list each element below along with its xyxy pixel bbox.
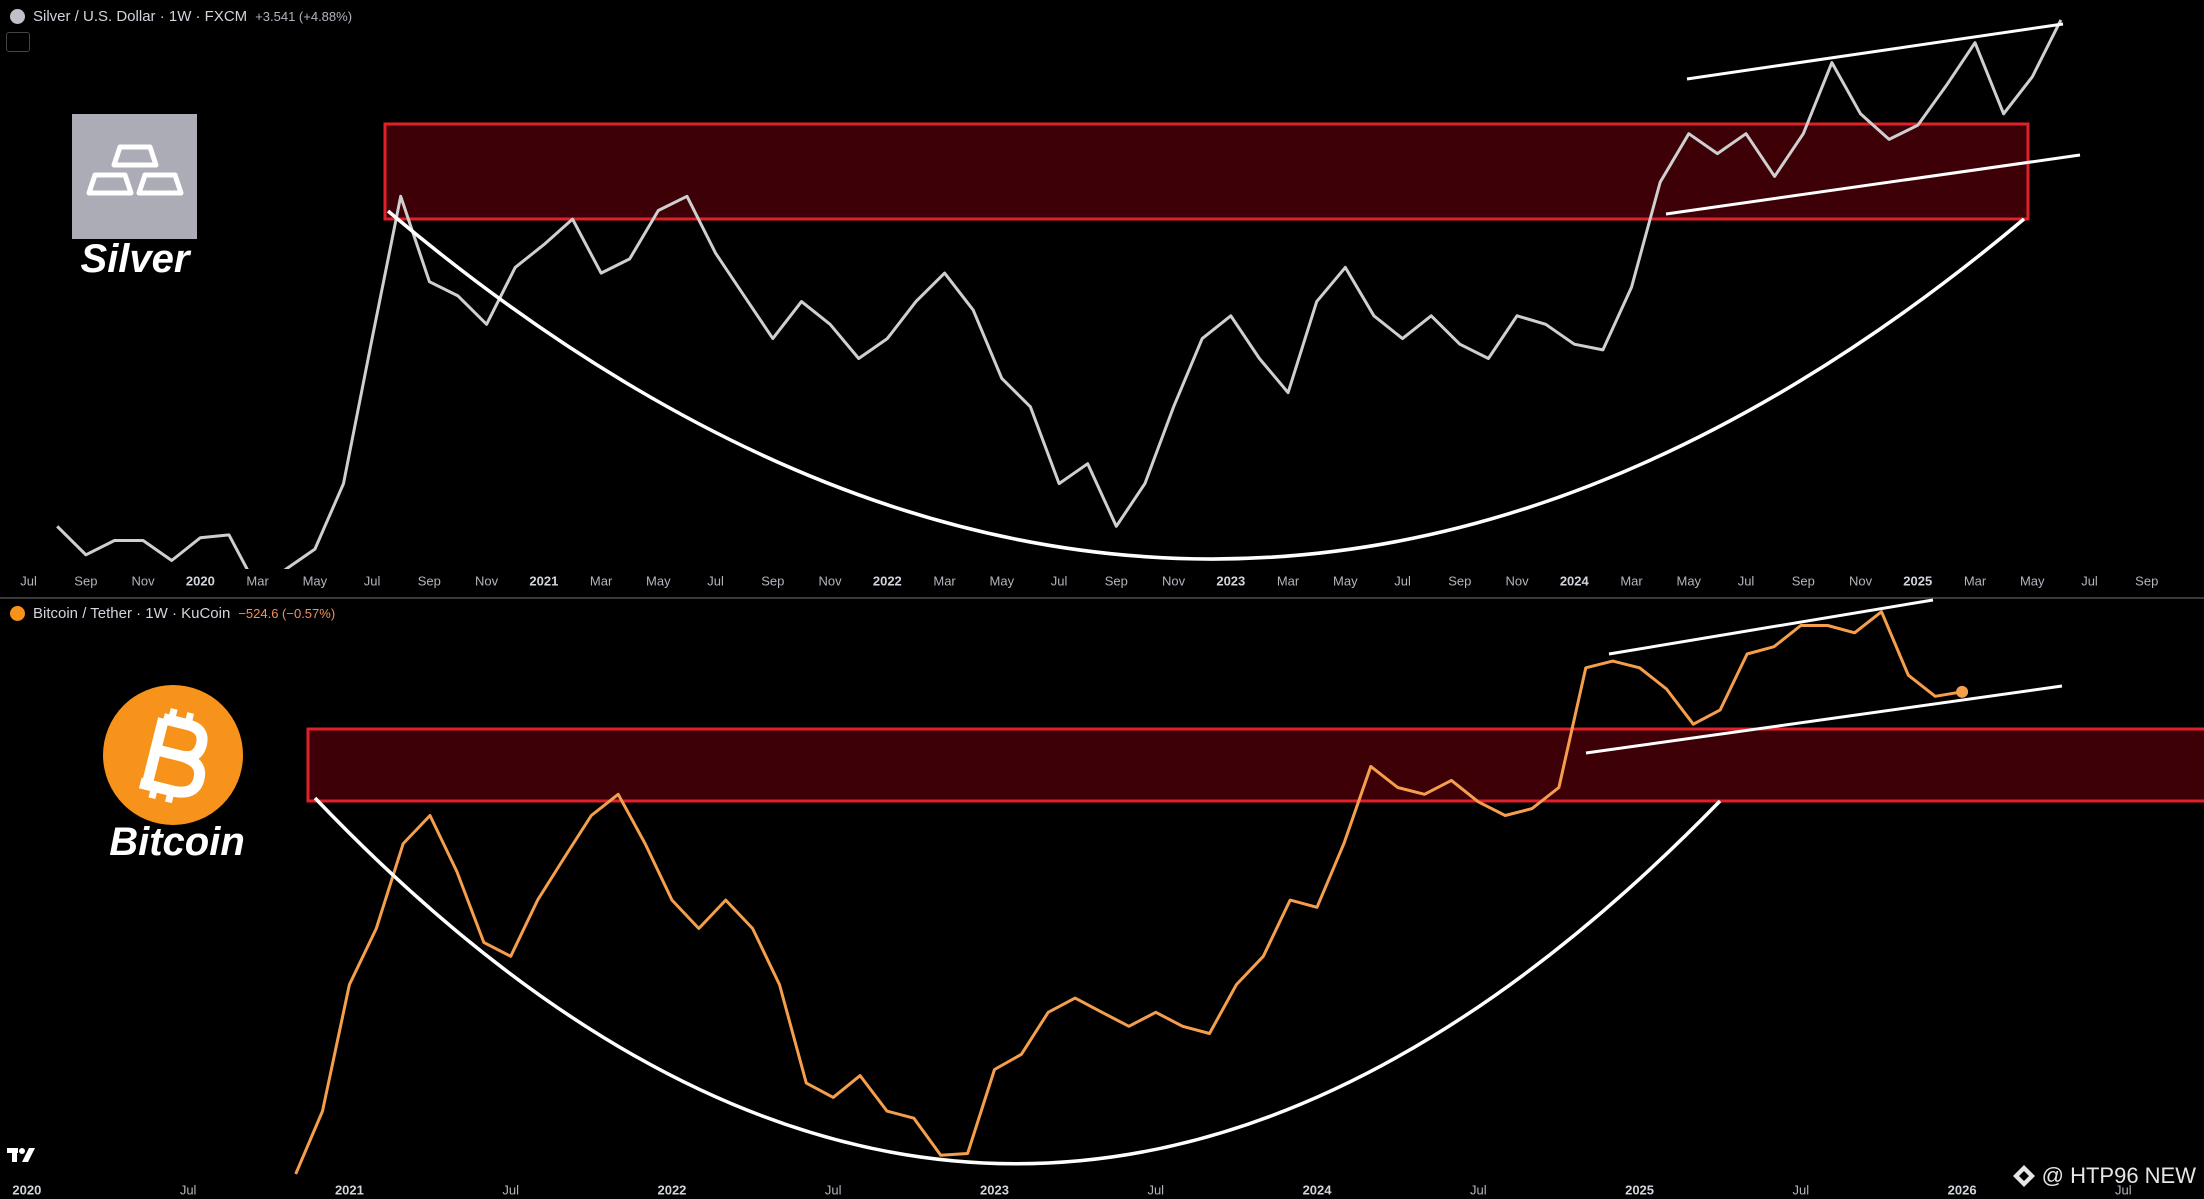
x-tick-label: Jul [502,1182,519,1197]
symbol-title: Bitcoin / Tether · 1W · KuCoin [33,605,231,622]
x-tick-label: Mar [933,573,956,588]
x-tick-label: Mar [1277,573,1300,588]
x-tick-label: Jul [1147,1182,1164,1197]
price-line [56,19,2063,569]
channel-line [1608,598,1934,656]
x-tick-label: Jul [1738,573,1755,588]
x-tick-label: May [646,573,671,588]
x-tick-label: May [990,573,1015,588]
x-tick-label: Mar [1620,573,1643,588]
x-tick-label: Jul [1394,573,1411,588]
x-tick-label: Nov [475,573,499,588]
x-tick-label: Jul [180,1182,197,1197]
chart-header: Bitcoin / Tether · 1W · KuCoin −524.6 (−… [10,605,335,622]
x-tick-label: 2020 [12,1182,41,1197]
x-tick-label: May [1333,573,1358,588]
x-tick-label: 2020 [186,573,215,588]
x-tick-label: Sep [2135,573,2158,588]
price-change: −524.6 (−0.57%) [238,606,336,621]
channel-line [1665,153,2081,216]
x-tick-label: Jul [707,573,724,588]
resistance-zone [383,122,2030,221]
last-price-dot [1956,685,1969,698]
x-tick-label: Mar [246,573,269,588]
x-tick-label: 2024 [1560,573,1590,588]
x-tick-label: 2022 [657,1182,686,1197]
x-tick-label: Sep [1105,573,1128,588]
x-tick-label: Nov [132,573,156,588]
x-tick-label: Jul [364,573,381,588]
x-tick-label: May [303,573,328,588]
chart-header: Silver / U.S. Dollar · 1W · FXCM +3.541 … [10,8,352,25]
x-tick-label: 2024 [1303,1182,1333,1197]
x-tick-label: Jul [2115,1182,2132,1197]
x-tick-label: Sep [418,573,441,588]
x-tick-label: Jul [1051,573,1068,588]
watermark-icon [2012,1165,2035,1187]
x-tick-label: 2025 [1625,1182,1654,1197]
cup-curve [313,796,1722,1166]
tv-logo [7,1148,35,1162]
x-tick-label: 2026 [1948,1182,1977,1197]
x-tick-label: 2023 [1216,573,1245,588]
asset-label: Bitcoin [109,820,245,864]
watermark-text: @ HTP96 NEW [2041,1163,2196,1188]
symbol-icon [10,606,25,621]
x-tick-label: Jul [20,573,37,588]
price-line [294,610,1963,1175]
x-tick-label: Mar [1964,573,1987,588]
symbol-icon [10,9,25,24]
watermark: @ HTP96 NEW [2012,1163,2196,1189]
x-tick-label: Sep [1792,573,1815,588]
x-tick-label: Sep [761,573,784,588]
resistance-zone [306,727,2204,803]
x-tick-label: Jul [1793,1182,1810,1197]
channel-line [1585,684,2063,755]
channel-line [1686,22,2064,81]
x-tick-label: Jul [1470,1182,1487,1197]
x-tick-label: Jul [825,1182,842,1197]
x-tick-label: May [1676,573,1701,588]
price-change: +3.541 (+4.88%) [255,9,353,24]
x-tick-label: May [2020,573,2045,588]
asset-label: Silver [81,237,192,281]
x-tick-label: Mar [590,573,613,588]
x-tick-label: 2021 [335,1182,364,1197]
x-tick-label: Jul [2081,573,2098,588]
x-tick-label: 2023 [980,1182,1009,1197]
x-tick-label: 2022 [873,573,902,588]
symbol-title: Silver / U.S. Dollar · 1W · FXCM [33,8,248,25]
x-tick-label: Nov [1162,573,1186,588]
series-layer [56,19,2063,1175]
silver-icon [72,114,197,239]
x-tick-label: 2021 [529,573,558,588]
bitcoin-icon [103,685,243,825]
x-tick-label: Sep [1448,573,1471,588]
x-tick-label: Nov [1849,573,1873,588]
x-tick-label: 2025 [1903,573,1932,588]
x-tick-label: Nov [1505,573,1529,588]
collapse-button[interactable] [6,32,30,52]
cup-curve [386,209,2026,561]
x-tick-label: Nov [819,573,843,588]
x-tick-label: Sep [74,573,97,588]
